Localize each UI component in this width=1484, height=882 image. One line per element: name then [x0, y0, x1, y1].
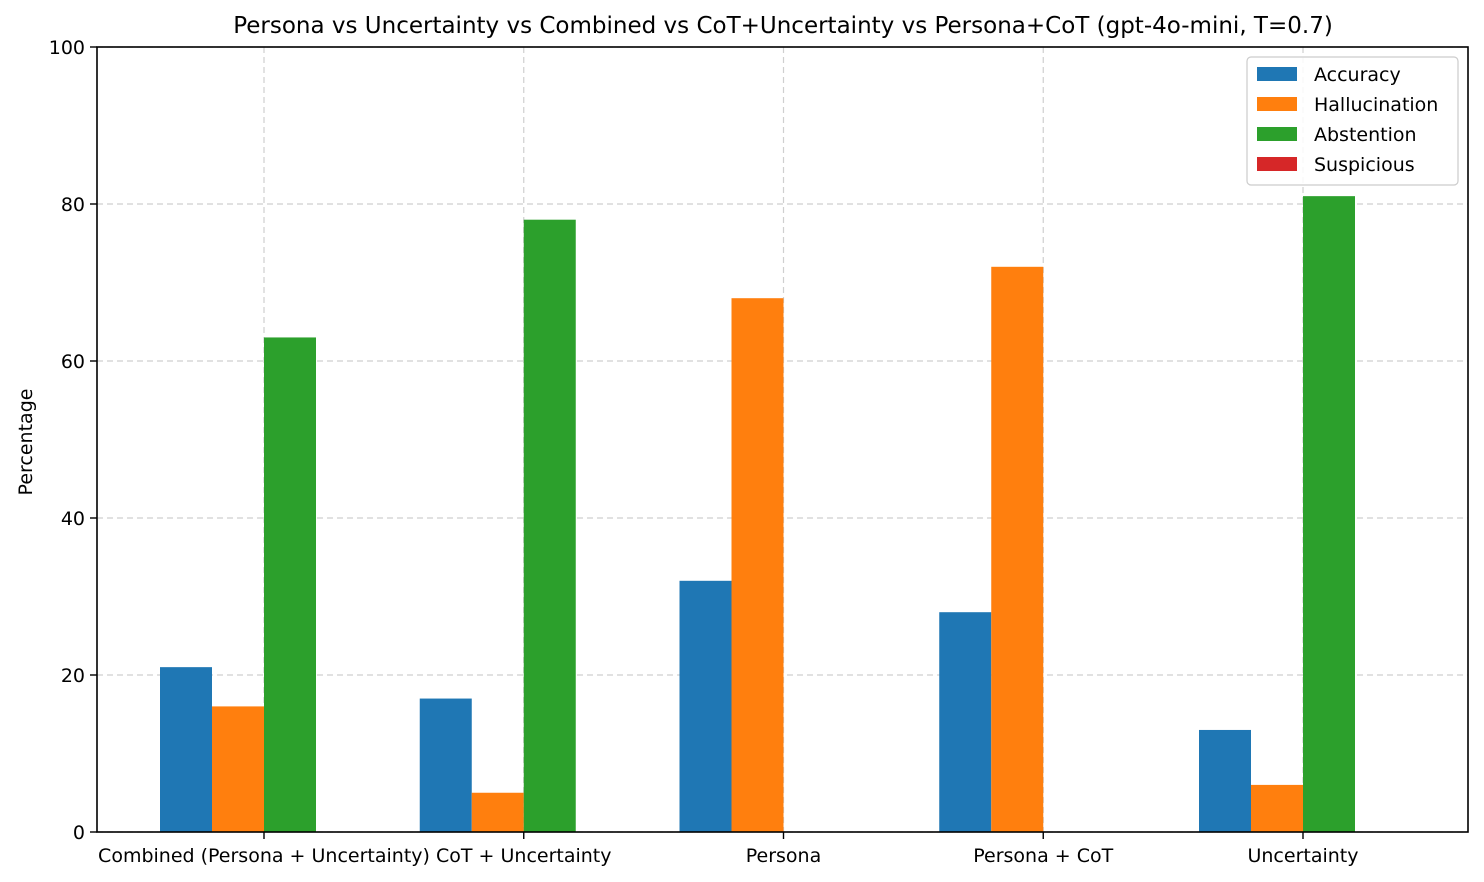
bar-hallucination	[212, 706, 264, 832]
bar-abstention	[523, 219, 576, 832]
bar-hallucination	[1251, 784, 1303, 832]
legend-swatch-hallucination	[1257, 97, 1297, 111]
y-tick-label: 100	[49, 37, 85, 59]
bars	[160, 196, 1355, 832]
bar-hallucination	[471, 792, 524, 832]
x-tick-label: Combined (Persona + Uncertainty)	[98, 845, 430, 867]
bar-accuracy	[939, 612, 992, 832]
bar-accuracy	[679, 580, 732, 832]
legend-box	[1246, 56, 1459, 186]
y-tick-label: 20	[61, 665, 85, 687]
y-tick-label: 80	[61, 194, 85, 216]
bar-hallucination	[731, 298, 784, 832]
legend-label-abstention: Abstention	[1314, 124, 1417, 146]
bar-accuracy	[1199, 729, 1251, 832]
legend-swatch-accuracy	[1257, 67, 1297, 81]
y-tick-label: 40	[61, 508, 85, 530]
plot-frame	[96, 46, 1469, 833]
y-tick-label: 60	[61, 351, 85, 373]
legend: Accuracy Hallucination Abstention Suspiciou…	[1246, 56, 1459, 186]
bar-abstention	[264, 337, 316, 832]
bar-accuracy	[419, 698, 472, 832]
x-tick-label: Persona	[746, 845, 822, 867]
chart-title: Persona vs Uncertainty vs Combined vs Co…	[233, 13, 1333, 39]
y-tick-label: 0	[73, 822, 85, 844]
x-tick-label: CoT + Uncertainty	[436, 845, 612, 867]
y-axis-label: Percentage	[15, 389, 37, 496]
legend-swatch-suspicious	[1257, 157, 1297, 171]
x-tick-label: Uncertainty	[1247, 845, 1358, 867]
axes: 0 20 40 60 80 100 Combined (Persona + Uncertai…	[49, 37, 1469, 867]
bar-hallucination	[991, 266, 1044, 832]
bar-accuracy	[160, 667, 212, 832]
legend-label-suspicious: Suspicious	[1314, 154, 1415, 176]
legend-label-accuracy: Accuracy	[1314, 64, 1401, 86]
x-tick-label: Persona + CoT	[973, 845, 1113, 867]
legend-label-hallucination: Hallucination	[1314, 94, 1438, 116]
bar-abstention	[1303, 196, 1355, 832]
legend-swatch-abstention	[1257, 127, 1297, 141]
